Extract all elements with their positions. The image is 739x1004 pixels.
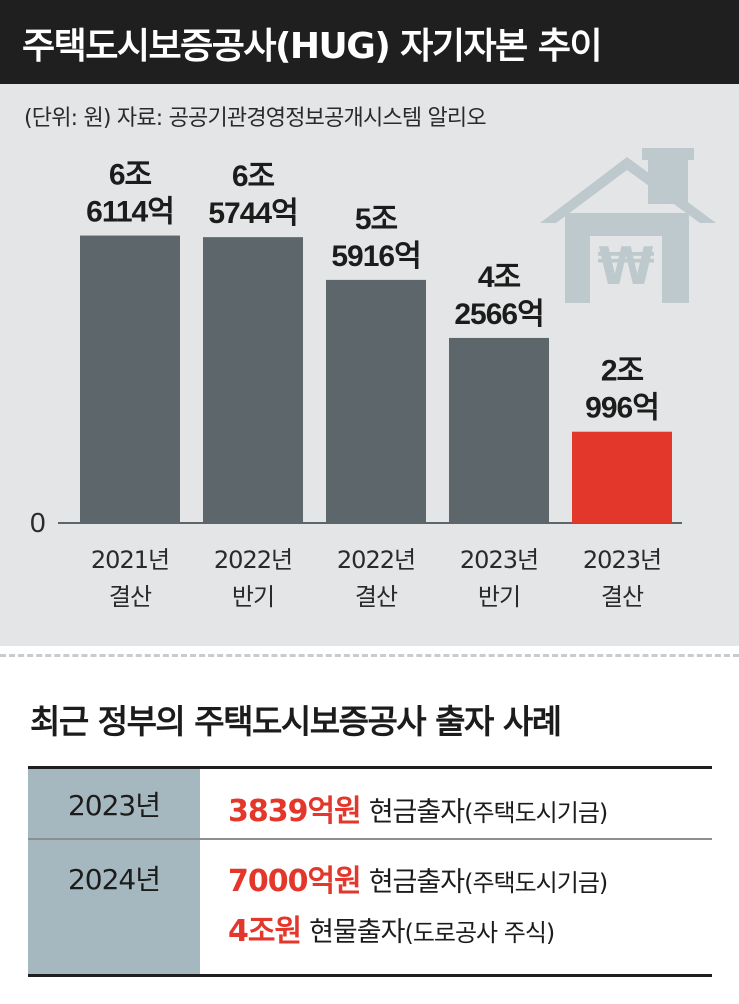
svg-text:₩: ₩ (597, 237, 654, 297)
note-text: (도로공사 주식) (404, 919, 555, 947)
amount-text: 7000억원 (228, 864, 362, 899)
dashed-divider (0, 654, 739, 657)
value-label-1-0: 6조 (232, 160, 275, 193)
category-label-4-1: 결산 (601, 583, 644, 611)
house-won-icon: ₩ (540, 148, 716, 303)
category-label-3-0: 2023년 (460, 546, 538, 574)
y-tick-label-0: 0 (30, 507, 46, 538)
value-label-3-0: 4조 (478, 261, 521, 294)
table-row: 2023년 3839억원 현금출자(주택도시기금) (28, 769, 712, 840)
category-label-1-0: 2022년 (214, 546, 292, 574)
detail-cell: 7000억원 현금출자(주택도시기금) 4조원 현물출자(도로공사 주식) (200, 840, 712, 974)
source-line: (단위: 원) 자료: 공공기관경영정보공개시스템 알리오 (24, 106, 487, 131)
bar-1 (203, 237, 303, 523)
value-label-2-0: 5조 (355, 203, 398, 236)
header-bar: 주택도시보증공사(HUG) 자기자본 추이 (0, 0, 739, 84)
category-label-4-0: 2023년 (583, 546, 661, 574)
year-cell: 2023년 (28, 769, 200, 838)
value-label-0-0: 6조 (109, 159, 152, 192)
bar-2 (326, 279, 426, 523)
bar-4 (572, 431, 672, 523)
type-text: 현물출자 (309, 917, 405, 948)
investment-item: 7000억원 현금출자(주택도시기금) (228, 856, 712, 906)
category-label-2-1: 결산 (355, 583, 398, 611)
bar-3 (449, 337, 549, 523)
section-title: 최근 정부의 주택도시보증공사 출자 사례 (30, 702, 562, 741)
type-text: 현금출자 (368, 797, 465, 828)
category-label-2-0: 2022년 (337, 546, 415, 574)
table-row: 2024년 7000억원 현금출자(주택도시기금) 4조원 현물출자(도로공사 주식… (28, 840, 712, 977)
note-text: (주택도시기금) (464, 869, 608, 897)
value-label-4-1: 996억 (585, 392, 659, 425)
category-label-0-0: 2021년 (91, 546, 169, 574)
category-label-1-1: 반기 (232, 583, 274, 611)
value-label-3-1: 2566억 (454, 298, 543, 331)
detail-cell: 3839억원 현금출자(주택도시기금) (200, 769, 712, 838)
category-label-3-1: 반기 (478, 583, 520, 611)
investment-item: 4조원 현물출자(도로공사 주식) (228, 906, 712, 956)
investment-item: 3839억원 현금출자(주택도시기금) (228, 786, 712, 836)
page-title: 주택도시보증공사(HUG) 자기자본 추이 (22, 26, 603, 67)
value-label-1-1: 5744억 (208, 197, 297, 230)
value-label-0-1: 6114억 (86, 196, 174, 229)
section-divider (0, 646, 739, 660)
type-text: 현금출자 (368, 867, 465, 898)
investment-table: 2023년 3839억원 현금출자(주택도시기금) 2024년 7000억원 현금출… (28, 766, 712, 977)
amount-text: 4조원 (228, 914, 302, 949)
year-cell: 2024년 (28, 840, 200, 974)
value-label-4-0: 2조 (601, 355, 644, 388)
value-label-2-1: 5916억 (331, 240, 420, 273)
amount-text: 3839억원 (228, 794, 362, 829)
note-text: (주택도시기금) (464, 799, 608, 827)
category-label-0-1: 결산 (109, 583, 152, 611)
bar-0 (80, 235, 180, 523)
